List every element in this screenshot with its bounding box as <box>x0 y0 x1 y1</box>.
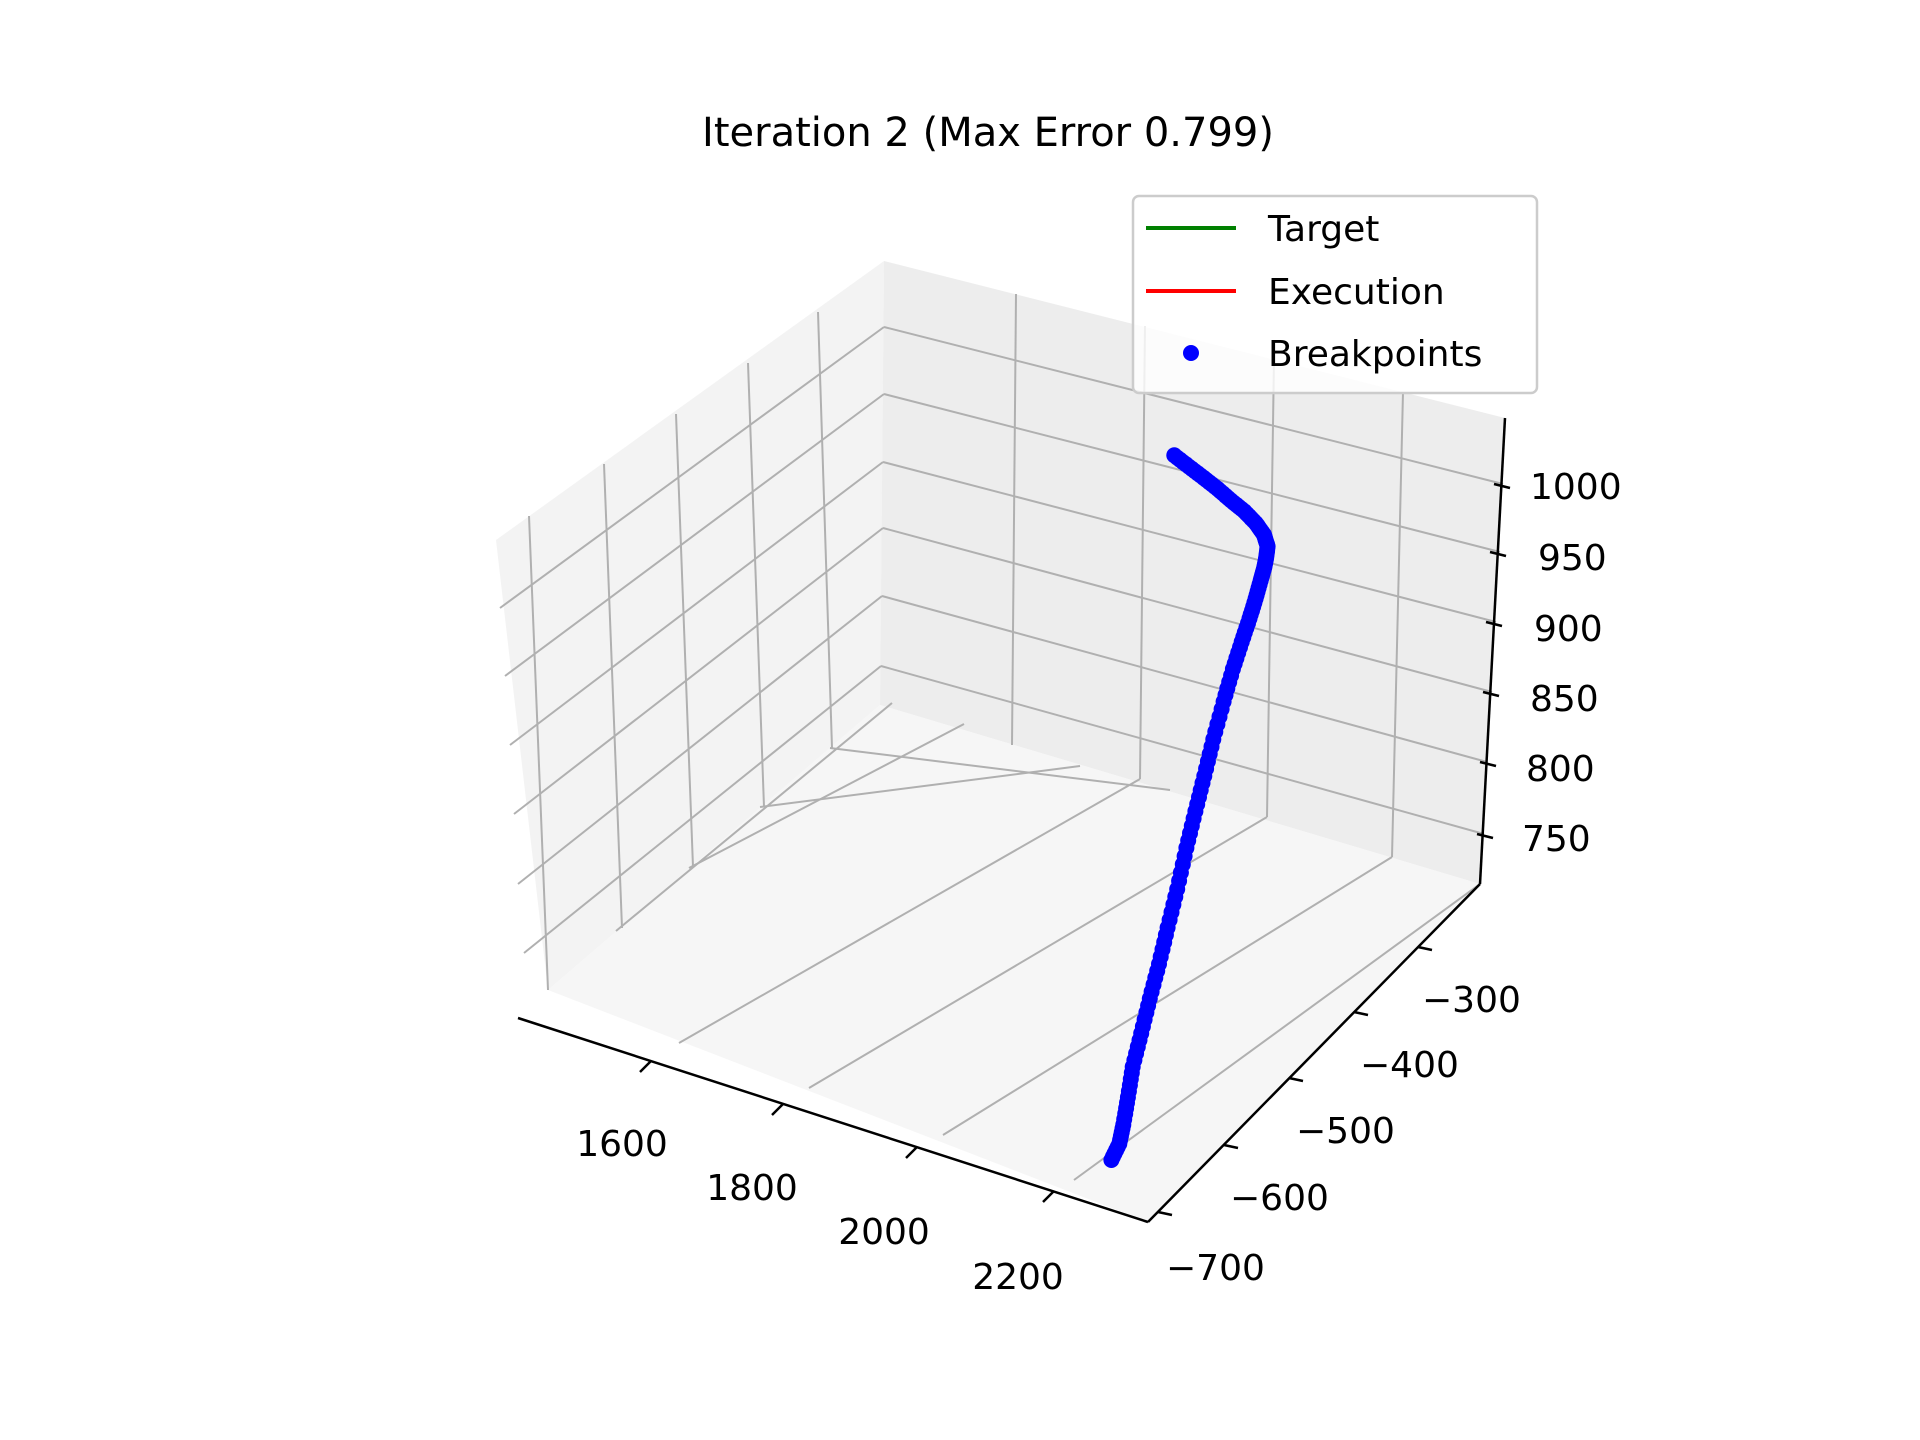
y-tick-label: −400 <box>1360 1045 1459 1086</box>
x-tick-label: 2000 <box>838 1212 930 1253</box>
breakpoint-marker <box>1166 447 1182 463</box>
legend-breakpoints-marker <box>1183 345 1199 361</box>
x-tick-label: 1800 <box>706 1168 798 1209</box>
chart-title: Iteration 2 (Max Error 0.799) <box>702 110 1274 156</box>
y-tick <box>1289 1078 1303 1081</box>
y-tick <box>1354 1012 1368 1015</box>
y-tick <box>1224 1145 1238 1148</box>
z-tick-label: 800 <box>1526 749 1595 790</box>
x-tick-label: 1600 <box>576 1124 668 1165</box>
x-tick <box>906 1147 917 1158</box>
z-tick-label: 950 <box>1538 538 1607 579</box>
legend-execution-label: Execution <box>1268 272 1445 313</box>
y-tick-label: −300 <box>1422 980 1521 1021</box>
axis-panes <box>496 261 1505 1222</box>
x-tick <box>772 1104 783 1115</box>
z-tick-label: 1000 <box>1530 467 1622 508</box>
legend-target-label: Target <box>1267 209 1379 250</box>
y-tick <box>1418 947 1432 950</box>
x-tick <box>640 1061 651 1072</box>
legend: Target Execution Breakpoints <box>1133 196 1537 393</box>
y-tick-label: −700 <box>1166 1248 1265 1289</box>
legend-breakpoints-label: Breakpoints <box>1268 334 1482 375</box>
y-tick-label: −600 <box>1230 1178 1329 1219</box>
z-tick-label: 900 <box>1534 609 1603 650</box>
z-tick-label: 750 <box>1522 819 1591 860</box>
x-tick-label: 2200 <box>972 1257 1064 1298</box>
y-tick-label: −500 <box>1296 1111 1395 1152</box>
z-tick-label: 850 <box>1530 679 1599 720</box>
y-tick <box>1158 1212 1172 1215</box>
x-tick <box>1043 1191 1054 1202</box>
